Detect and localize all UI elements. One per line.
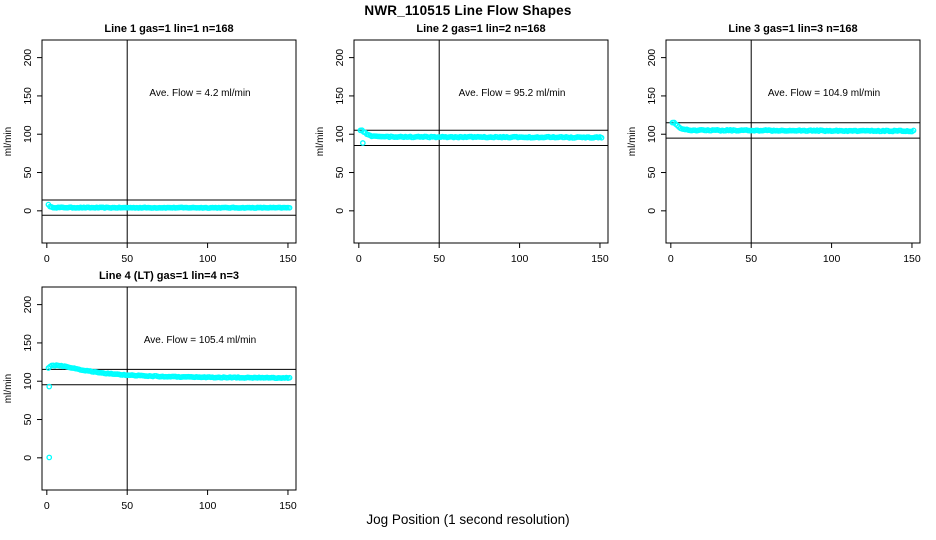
- y-tick-label: 50: [646, 167, 658, 179]
- x-tick-label: 0: [44, 500, 50, 512]
- x-tick-label: 100: [199, 500, 217, 512]
- x-tick-label: 150: [279, 500, 297, 512]
- y-tick-label: 50: [334, 167, 346, 179]
- y-tick-label: 200: [334, 49, 346, 67]
- x-tick-label: 150: [279, 253, 297, 265]
- y-tick-label: 200: [22, 49, 34, 67]
- y-tick-label: 150: [334, 87, 346, 105]
- panel-title: Line 3 gas=1 lin=3 n=168: [728, 23, 857, 35]
- y-tick-label: 100: [22, 125, 34, 143]
- panel-title: Line 4 (LT) gas=1 lin=4 n=3: [99, 270, 239, 282]
- y-tick-label: 50: [22, 414, 34, 426]
- y-tick-label: 100: [22, 372, 34, 390]
- y-tick-label: 200: [646, 49, 658, 67]
- outlier-point: [46, 454, 53, 461]
- y-axis-label: ml/min: [3, 127, 14, 156]
- y-tick-label: 150: [22, 87, 34, 105]
- panel-box: [353, 39, 609, 244]
- panel-box: [41, 39, 297, 244]
- ave-flow-annotation: Ave. Flow = 105.4 ml/min: [144, 335, 256, 346]
- ave-flow-annotation: Ave. Flow = 95.2 ml/min: [459, 88, 566, 99]
- panel-title: Line 2 gas=1 lin=2 n=168: [416, 23, 545, 35]
- x-tick-label: 0: [356, 253, 362, 265]
- panel-box: [665, 39, 921, 244]
- outlier-point: [46, 383, 53, 390]
- y-tick-label: 0: [22, 455, 34, 461]
- x-tick-label: 50: [121, 253, 133, 265]
- x-tick-label: 50: [433, 253, 445, 265]
- x-tick-label: 0: [668, 253, 674, 265]
- y-axis-label: ml/min: [3, 374, 14, 403]
- x-tick-label: 100: [511, 253, 529, 265]
- y-tick-label: 200: [22, 296, 34, 314]
- y-axis-label: ml/min: [315, 127, 326, 156]
- panel-title: Line 1 gas=1 lin=1 n=168: [104, 23, 233, 35]
- y-tick-label: 150: [22, 334, 34, 352]
- y-tick-label: 0: [22, 208, 34, 214]
- main-title: NWR_110515 Line Flow Shapes: [364, 3, 572, 18]
- x-axis-title: Jog Position (1 second resolution): [366, 512, 570, 527]
- data-point: [598, 134, 605, 141]
- panel-box: [41, 286, 297, 491]
- y-tick-label: 100: [646, 125, 658, 143]
- x-tick-label: 150: [591, 253, 609, 265]
- x-tick-label: 0: [44, 253, 50, 265]
- outlier-point: [359, 140, 366, 146]
- data-point: [286, 204, 293, 211]
- data-point: [910, 127, 917, 134]
- y-tick-label: 150: [646, 87, 658, 105]
- y-tick-label: 0: [646, 208, 658, 214]
- x-tick-label: 100: [199, 253, 217, 265]
- y-axis-label: ml/min: [627, 127, 638, 156]
- x-tick-label: 100: [823, 253, 841, 265]
- y-tick-label: 50: [22, 167, 34, 179]
- y-tick-label: 0: [334, 208, 346, 214]
- x-tick-label: 50: [121, 500, 133, 512]
- x-tick-label: 150: [903, 253, 921, 265]
- x-tick-label: 50: [745, 253, 757, 265]
- y-tick-label: 100: [334, 125, 346, 143]
- data-point: [286, 374, 293, 381]
- ave-flow-annotation: Ave. Flow = 104.9 ml/min: [768, 88, 880, 99]
- ave-flow-annotation: Ave. Flow = 4.2 ml/min: [149, 88, 250, 99]
